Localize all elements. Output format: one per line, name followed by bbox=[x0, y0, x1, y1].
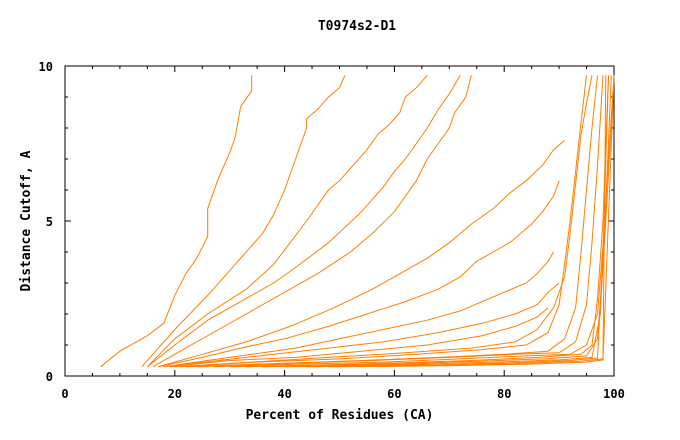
plot-frame bbox=[64, 65, 615, 377]
series-line-7 bbox=[158, 180, 560, 368]
series-line-14 bbox=[196, 75, 604, 368]
y-tick-label: 0 bbox=[46, 370, 53, 384]
y-tick-label: 5 bbox=[46, 215, 53, 229]
series-line-3 bbox=[146, 74, 428, 368]
series-line-16 bbox=[229, 75, 609, 368]
y-axis-label-group: Distance Cutoff, A bbox=[19, 150, 34, 291]
x-tick-label: 100 bbox=[603, 387, 625, 401]
series-line-17 bbox=[246, 75, 615, 368]
series-line-8 bbox=[163, 251, 555, 368]
series-line-11 bbox=[174, 75, 593, 368]
series-line-4 bbox=[146, 75, 461, 368]
series-line-9 bbox=[163, 282, 560, 368]
series-line-13 bbox=[185, 75, 598, 368]
x-tick-label: 60 bbox=[387, 387, 401, 401]
series-line-5 bbox=[152, 75, 472, 368]
series-line-18 bbox=[262, 75, 612, 368]
series-layer bbox=[100, 74, 615, 368]
y-tick-label: 10 bbox=[39, 60, 53, 74]
x-tick-label: 20 bbox=[168, 387, 182, 401]
series-line-21 bbox=[328, 75, 615, 368]
series-line-2 bbox=[141, 75, 346, 368]
x-tick-label: 80 bbox=[497, 387, 511, 401]
series-line-1 bbox=[100, 75, 253, 368]
series-line-12 bbox=[180, 75, 587, 368]
axis-ticks: 0 20 40 60 80 100 0 5 10 bbox=[39, 60, 625, 401]
y-axis-label: Distance Cutoff, A bbox=[19, 150, 34, 291]
x-axis-label: Percent of Residues (CA) bbox=[246, 408, 434, 423]
x-tick-label: 0 bbox=[61, 387, 68, 401]
series-line-6 bbox=[158, 140, 565, 368]
chart-title: T0974s2-D1 bbox=[318, 19, 396, 34]
series-line-19 bbox=[284, 75, 609, 368]
x-tick-label: 40 bbox=[277, 387, 291, 401]
series-line-10 bbox=[169, 307, 549, 368]
